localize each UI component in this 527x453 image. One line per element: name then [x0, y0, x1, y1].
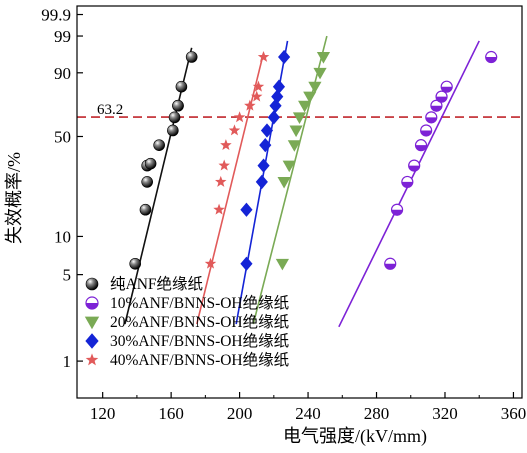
- series-2-point-10: [440, 80, 453, 93]
- legend-label-5: 40%ANF/BNNS-OH绝缘纸: [110, 351, 289, 369]
- legend-label-3: 20%ANF/BNNS-OH绝缘纸: [110, 313, 289, 331]
- x-tick-label-120: 120: [90, 404, 116, 423]
- legend-label-2: 10%ANF/BNNS-OH绝缘纸: [110, 294, 289, 312]
- series-1-point-6: [153, 139, 165, 151]
- x-tick-label-240: 240: [295, 404, 321, 423]
- series-2-point-8: [430, 99, 443, 112]
- series-5-point-4: [218, 159, 230, 171]
- y-tick-label-99: 99: [54, 27, 71, 46]
- series-5-point-2: [213, 203, 225, 215]
- y-tick-label-1: 1: [63, 352, 72, 371]
- series-4-point-1: [240, 256, 253, 271]
- legend-marker-2: [85, 296, 99, 310]
- series-3-point-4: [287, 140, 301, 152]
- series-2-point-6-fill: [420, 130, 432, 136]
- y-axis-title: 失效概率/%: [4, 152, 24, 244]
- fit-line-1: [124, 47, 193, 325]
- series-3-point-7: [298, 100, 312, 113]
- series-4-point-6: [260, 123, 274, 138]
- series-2-point-3: [401, 175, 414, 189]
- series-5-point-6: [228, 124, 241, 136]
- series-1-point-11: [175, 80, 188, 93]
- series-2-point-9: [435, 90, 448, 103]
- series-4-point-5: [259, 138, 272, 153]
- series-5-point-10: [252, 80, 265, 92]
- series-5-point-11: [257, 50, 270, 62]
- series-3-point-9: [308, 81, 322, 94]
- series-2-point-9-fill: [436, 96, 448, 103]
- series-5-point-3: [215, 175, 227, 187]
- series-1-point-5: [144, 157, 157, 170]
- series-4-point-2: [240, 202, 253, 217]
- series-2-point-1-fill: [384, 263, 396, 270]
- legend-marker-4: [85, 333, 99, 349]
- series-3-point-6: [292, 112, 307, 124]
- series-2-point-3-fill: [401, 181, 413, 188]
- series-2-point-7-fill: [425, 117, 437, 123]
- series-4-point-9: [271, 89, 284, 104]
- series-2-point-2: [390, 203, 404, 216]
- legend-marker-2-fill: [86, 303, 98, 309]
- series-2-point-8-fill: [430, 105, 442, 112]
- series-2-point-4: [408, 159, 421, 172]
- series-2-point-1: [384, 257, 397, 270]
- series-5-point-7: [233, 111, 246, 123]
- series-2-point-7: [425, 111, 438, 124]
- series-1-point-1: [129, 257, 141, 270]
- series-3-point-5: [289, 125, 303, 138]
- series-5-point-5: [220, 139, 232, 151]
- x-tick-label-280: 280: [364, 404, 390, 423]
- plot-frame: [76, 5, 523, 399]
- series-2-point-2-fill: [391, 209, 403, 216]
- series-3-point-3: [282, 160, 296, 173]
- series-3-point-1: [275, 258, 289, 271]
- x-tick-label-320: 320: [432, 404, 458, 423]
- y-tick-label-50: 50: [54, 127, 71, 146]
- series-3-point-2: [277, 176, 291, 189]
- series-2-point-5: [414, 139, 428, 152]
- series-2-point-6: [420, 124, 433, 137]
- series-4-point-4: [257, 158, 270, 173]
- series-2-point-11-fill: [485, 57, 497, 63]
- series-4-point-10: [272, 79, 286, 94]
- series-1-point-7: [167, 124, 179, 137]
- legend-marker-3: [84, 316, 100, 330]
- series-2-point-11: [485, 50, 498, 64]
- legend-label-1: 纯ANF绝缘纸: [110, 275, 203, 293]
- series-4-point-11: [278, 49, 291, 65]
- series-2-point-4-fill: [408, 165, 420, 172]
- series-3-point-11: [316, 52, 331, 64]
- series-1-point-12: [185, 51, 198, 63]
- series-1-point-2: [139, 203, 152, 216]
- series-2-point-5-fill: [415, 145, 427, 151]
- x-axis-title: 电气强度/(kV/mm): [283, 426, 427, 447]
- series-4-point-3: [255, 174, 268, 190]
- x-tick-label-160: 160: [158, 404, 184, 423]
- y-tick-label-99-9: 99.9: [41, 6, 71, 25]
- series-1-point-3: [141, 176, 153, 188]
- y-tick-label-90: 90: [54, 64, 71, 83]
- legend-marker-1: [85, 277, 99, 291]
- series-2-point-10-fill: [441, 86, 453, 93]
- series-4-point-8: [269, 98, 282, 113]
- y-tick-label-10: 10: [54, 227, 71, 246]
- series-1-point-10: [172, 99, 184, 112]
- series-5-point-8: [244, 99, 256, 111]
- x-tick-label-200: 200: [227, 404, 253, 423]
- series-3-point-8: [303, 91, 317, 104]
- series-3-point-10: [313, 67, 327, 80]
- series-1-point-8: [168, 111, 181, 124]
- fit-line-5: [196, 52, 265, 325]
- series-5-point-9: [250, 90, 263, 102]
- x-tick-label-360: 360: [501, 404, 527, 423]
- y-tick-label-5: 5: [63, 266, 72, 285]
- reference-line-label: 63.2: [97, 102, 123, 118]
- series-4-point-7: [267, 110, 280, 125]
- legend-marker-5: [85, 353, 99, 366]
- legend-label-4: 30%ANF/BNNS-OH绝缘纸: [110, 332, 289, 350]
- series-5-point-1: [204, 257, 217, 269]
